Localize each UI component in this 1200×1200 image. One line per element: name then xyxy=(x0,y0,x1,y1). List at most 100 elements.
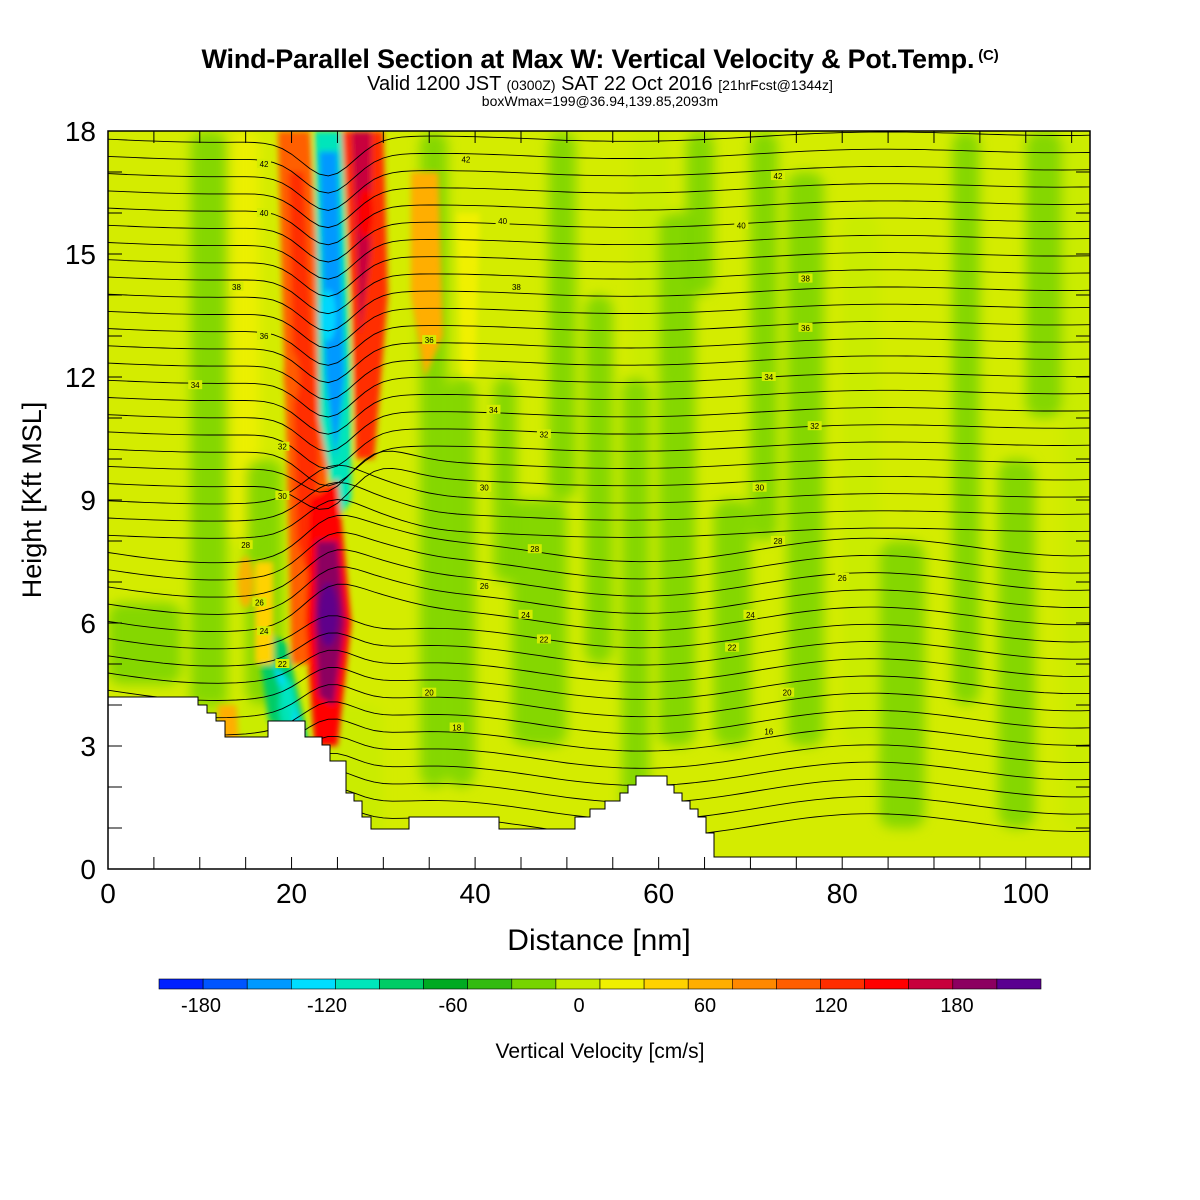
colorbar-swatch xyxy=(643,978,689,990)
y-tick-label: 6 xyxy=(80,608,96,639)
theta-label-40: 40 xyxy=(257,208,272,218)
svg-text:38: 38 xyxy=(232,283,241,292)
colorbar-tick-label: 60 xyxy=(694,995,716,1017)
svg-text:42: 42 xyxy=(461,156,470,165)
colorbar-swatch xyxy=(864,978,909,990)
svg-text:24: 24 xyxy=(521,611,530,620)
svg-text:22: 22 xyxy=(728,644,737,653)
svg-text:30: 30 xyxy=(278,492,287,501)
chart-subtitle2: boxWmax=199@36.94,139.85,2093m xyxy=(481,93,719,109)
colorbar-swatch xyxy=(511,978,557,990)
theta-label-20: 20 xyxy=(780,687,795,698)
colorbar-swatch xyxy=(731,978,777,990)
svg-text:28: 28 xyxy=(241,541,250,550)
colorbar-tick-label: 180 xyxy=(940,995,973,1017)
svg-text:20: 20 xyxy=(783,689,792,698)
theta-label-34: 34 xyxy=(486,404,501,415)
theta-label-30: 30 xyxy=(477,482,492,493)
colorbar-swatch xyxy=(467,978,513,990)
colorbar-swatch xyxy=(202,978,248,990)
chart-title-text: Wind-Parallel Section at Max W: Vertical… xyxy=(201,44,975,74)
colorbar-tick-label: 0 xyxy=(573,995,584,1017)
theta-label-22: 22 xyxy=(536,634,551,644)
x-tick-label: 60 xyxy=(643,878,674,909)
theta-label-34: 34 xyxy=(188,380,203,390)
y-tick-label: 3 xyxy=(80,731,96,762)
colorbar-swatch xyxy=(246,978,292,990)
theta-contours xyxy=(108,131,1090,839)
svg-text:40: 40 xyxy=(260,209,269,218)
plot-area: 1616182020222222242424262626282828303030… xyxy=(108,131,1090,869)
x-tick-label: 100 xyxy=(1002,878,1049,909)
chart-subtitle: Valid 1200 JST (0300Z) SAT 22 Oct 2016 [… xyxy=(0,73,1200,96)
y-tick-label: 12 xyxy=(65,362,96,393)
svg-text:18: 18 xyxy=(452,724,461,733)
svg-text:28: 28 xyxy=(774,537,783,546)
theta-label-36: 36 xyxy=(422,335,437,345)
theta-label-32: 32 xyxy=(807,421,822,431)
y-tick-label: 9 xyxy=(80,485,96,516)
theta-label-42: 42 xyxy=(770,171,785,181)
colorbar-tick-label: -180 xyxy=(181,995,221,1017)
svg-text:34: 34 xyxy=(191,381,200,390)
svg-text:26: 26 xyxy=(480,582,489,591)
svg-text:34: 34 xyxy=(489,406,498,415)
colorbar-tick-label: -60 xyxy=(439,995,468,1017)
svg-text:22: 22 xyxy=(278,660,287,669)
y-tick-label: 15 xyxy=(65,239,96,270)
subtitle-date: SAT 22 Oct 2016 xyxy=(561,73,713,95)
svg-text:36: 36 xyxy=(425,336,434,345)
x-tick-label: 20 xyxy=(276,878,307,909)
x-tick-label: 40 xyxy=(460,878,491,909)
colorbar-swatch xyxy=(290,978,336,990)
subtitle-utc: (0300Z) xyxy=(506,77,556,93)
svg-text:32: 32 xyxy=(810,422,819,431)
theta-label-32: 32 xyxy=(536,429,551,439)
svg-text:24: 24 xyxy=(260,627,269,636)
theta-label-42: 42 xyxy=(458,154,473,165)
svg-text:42: 42 xyxy=(774,172,783,181)
subtitle-valid: Valid 1200 JST xyxy=(367,73,501,95)
svg-text:32: 32 xyxy=(539,430,548,439)
theta-label-26: 26 xyxy=(835,572,850,583)
svg-text:30: 30 xyxy=(755,484,764,493)
chart-title-mark: (C) xyxy=(978,47,999,64)
svg-text:26: 26 xyxy=(838,574,847,583)
theta-label-30: 30 xyxy=(752,482,767,493)
svg-text:34: 34 xyxy=(764,373,773,382)
subtitle-forecast: [21hrFcst@1344z] xyxy=(718,77,833,93)
y-axis-label: Height [Kft MSL] xyxy=(17,402,47,599)
theta-contour-labels: 1616182020222222242424262626282828303030… xyxy=(188,154,850,737)
theta-label-30: 30 xyxy=(275,490,290,501)
theta-label-34: 34 xyxy=(761,372,776,382)
theta-label-38: 38 xyxy=(509,281,524,292)
theta-label-40: 40 xyxy=(495,216,510,226)
plot-frame xyxy=(107,130,1091,870)
svg-text:20: 20 xyxy=(425,689,434,698)
svg-text:16: 16 xyxy=(764,728,773,737)
terrain-mask xyxy=(108,696,1090,869)
colorbar-swatch xyxy=(820,978,865,990)
theta-label-28: 28 xyxy=(770,536,785,546)
theta-label-22: 22 xyxy=(275,659,290,669)
colorbar-swatch xyxy=(908,978,954,990)
inner-ticks xyxy=(108,131,1090,869)
colorbar-swatch xyxy=(776,978,821,990)
svg-text:24: 24 xyxy=(746,611,755,620)
colorbar-label: Vertical Velocity [cm/s] xyxy=(496,1040,705,1063)
theta-label-18: 18 xyxy=(449,722,464,733)
theta-label-26: 26 xyxy=(477,581,492,591)
svg-text:36: 36 xyxy=(801,324,810,333)
svg-text:40: 40 xyxy=(498,217,507,226)
theta-label-36: 36 xyxy=(257,331,272,341)
theta-label-16: 16 xyxy=(761,726,776,737)
svg-text:28: 28 xyxy=(530,545,539,554)
theta-label-28: 28 xyxy=(527,544,542,554)
colorbar: -180 -120 -60 0 60 120 180 xyxy=(158,978,1042,1017)
svg-text:22: 22 xyxy=(539,635,548,644)
theta-label-38: 38 xyxy=(798,273,813,284)
theta-label-36: 36 xyxy=(798,322,813,333)
theta-label-20: 20 xyxy=(422,687,437,698)
